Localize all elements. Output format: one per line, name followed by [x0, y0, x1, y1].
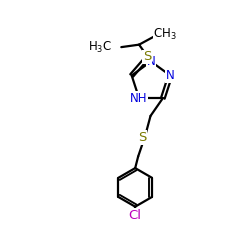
Text: Cl: Cl — [129, 209, 142, 222]
Text: H$_3$C: H$_3$C — [88, 40, 112, 55]
Text: N: N — [166, 69, 174, 82]
Text: CH$_3$: CH$_3$ — [153, 26, 177, 42]
Text: NH: NH — [130, 92, 148, 105]
Text: S: S — [143, 50, 151, 64]
Text: N: N — [146, 55, 155, 68]
Text: S: S — [138, 131, 147, 144]
